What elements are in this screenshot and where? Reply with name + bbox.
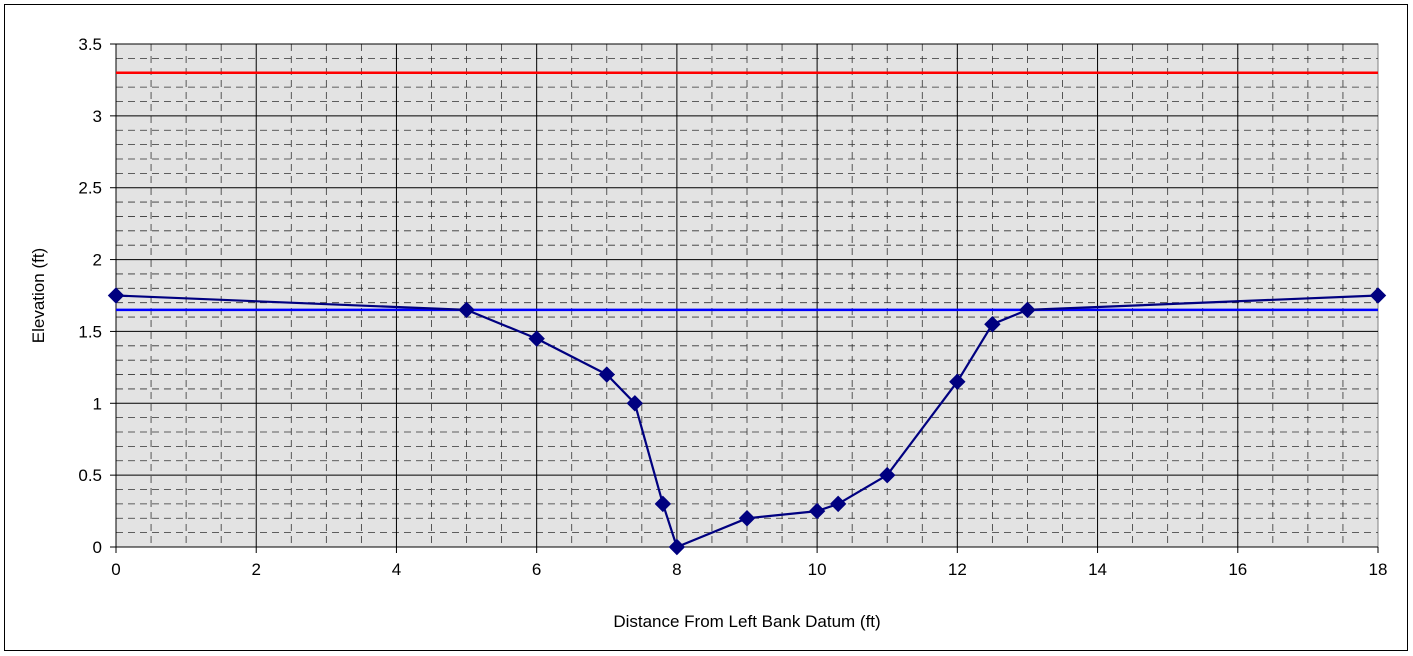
data-point-marker <box>949 373 966 390</box>
x-tick-label: 16 <box>1228 560 1247 579</box>
y-tick-labels: 0 0.5 1 1.5 2 2.5 3 3.5 <box>78 35 102 557</box>
x-tick-label: 14 <box>1088 560 1107 579</box>
x-tick-label: 0 <box>111 560 120 579</box>
data-point-marker <box>984 316 1001 333</box>
data-point-marker <box>668 538 686 556</box>
plot-area <box>115 43 1379 548</box>
data-point-marker <box>1019 301 1036 319</box>
major-gridlines <box>110 43 1379 553</box>
y-tick-label: 3 <box>93 107 102 126</box>
y-tick-label: 2.5 <box>78 179 102 198</box>
x-tick-label: 18 <box>1369 560 1388 579</box>
y-axis-title: Elevation (ft) <box>29 248 48 343</box>
y-tick-label: 3.5 <box>78 35 102 54</box>
data-point-marker <box>626 395 644 412</box>
data-point-marker <box>598 366 615 383</box>
data-point-marker <box>808 502 826 520</box>
data-point-marker <box>528 330 545 347</box>
y-tick-label: 0.5 <box>78 466 102 485</box>
y-tick-label: 1 <box>93 394 102 413</box>
x-tick-label: 6 <box>532 560 541 579</box>
y-tick-label: 1.5 <box>78 322 102 341</box>
data-point-marker <box>738 510 756 527</box>
data-point-marker <box>654 495 672 513</box>
x-tick-label: 10 <box>808 560 827 579</box>
series-layer <box>107 71 1387 556</box>
minor-gridlines <box>116 44 1378 547</box>
data-point-marker <box>107 287 125 304</box>
x-tick-labels: 0 2 4 6 8 10 12 14 16 18 <box>111 560 1387 579</box>
x-axis-title: Distance From Left Bank Datum (ft) <box>613 612 880 631</box>
x-tick-label: 12 <box>948 560 967 579</box>
y-tick-label: 2 <box>93 251 102 270</box>
data-point-marker <box>1369 287 1387 304</box>
x-tick-label: 4 <box>392 560 401 579</box>
y-tick-label: 0 <box>93 538 102 557</box>
data-point-marker <box>458 301 475 319</box>
data-point-marker <box>829 495 847 513</box>
x-tick-label: 8 <box>672 560 681 579</box>
data-point-marker <box>879 466 896 484</box>
x-tick-label: 2 <box>251 560 260 579</box>
